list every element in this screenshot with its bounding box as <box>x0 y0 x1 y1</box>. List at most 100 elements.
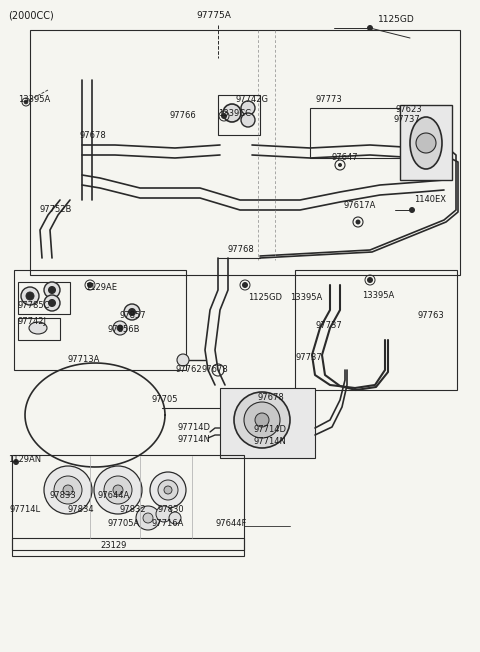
Circle shape <box>158 480 178 500</box>
Text: (2000CC): (2000CC) <box>8 10 54 20</box>
Circle shape <box>234 392 290 448</box>
Text: 97742G: 97742G <box>236 95 269 104</box>
Text: 1140EX: 1140EX <box>414 196 446 205</box>
Circle shape <box>255 413 269 427</box>
Text: 97647: 97647 <box>332 153 359 162</box>
Text: 97644A: 97644A <box>98 490 130 499</box>
Text: 97714N: 97714N <box>254 437 287 447</box>
Circle shape <box>409 207 415 213</box>
Text: 97705: 97705 <box>152 396 179 404</box>
Bar <box>220 388 315 458</box>
Circle shape <box>356 220 360 224</box>
Text: 97617A: 97617A <box>343 201 375 209</box>
Text: 97714N: 97714N <box>178 436 211 445</box>
Circle shape <box>177 354 189 366</box>
Text: 97714D: 97714D <box>178 424 211 432</box>
Circle shape <box>13 459 19 465</box>
Text: 97623: 97623 <box>396 106 422 115</box>
Text: 97705A: 97705A <box>108 520 140 529</box>
Bar <box>12 538 244 556</box>
Text: 97762: 97762 <box>175 366 202 374</box>
Circle shape <box>416 133 436 153</box>
Bar <box>12 455 244 550</box>
Circle shape <box>156 506 172 522</box>
Circle shape <box>150 472 186 508</box>
Text: 97773: 97773 <box>316 95 343 104</box>
Circle shape <box>22 98 30 106</box>
Circle shape <box>223 104 241 122</box>
Text: 97856B: 97856B <box>108 325 141 334</box>
Bar <box>400 105 452 180</box>
Text: 97763: 97763 <box>418 310 445 319</box>
Circle shape <box>136 506 160 530</box>
Text: 97785C: 97785C <box>18 301 50 310</box>
Circle shape <box>367 25 373 31</box>
Circle shape <box>87 282 93 288</box>
Text: 97768: 97768 <box>228 246 255 254</box>
Circle shape <box>24 100 28 104</box>
Text: 1125GD: 1125GD <box>378 16 415 25</box>
Text: 1129AN: 1129AN <box>8 456 41 464</box>
Circle shape <box>221 113 227 119</box>
Circle shape <box>338 163 342 167</box>
Text: 97833: 97833 <box>50 490 77 499</box>
Bar <box>18 282 70 314</box>
Text: 13395A: 13395A <box>362 291 394 299</box>
Text: 97832: 97832 <box>120 505 146 514</box>
Circle shape <box>143 513 153 523</box>
Text: 97713A: 97713A <box>68 355 100 364</box>
Text: 97714D: 97714D <box>254 426 287 434</box>
Circle shape <box>169 512 181 524</box>
Text: 97737: 97737 <box>316 321 343 329</box>
Bar <box>30 30 460 275</box>
Bar <box>18 318 60 340</box>
Text: 97737: 97737 <box>394 115 421 125</box>
Bar <box>14 270 186 370</box>
Ellipse shape <box>410 117 442 169</box>
Text: 97644F: 97644F <box>215 520 246 529</box>
Text: 97834: 97834 <box>68 505 95 514</box>
Text: 97678: 97678 <box>202 366 229 374</box>
Text: 97678: 97678 <box>258 394 285 402</box>
Text: 97678: 97678 <box>80 130 107 140</box>
Circle shape <box>54 476 82 504</box>
Circle shape <box>367 277 373 283</box>
Text: 97742J: 97742J <box>18 318 47 327</box>
Text: 97830: 97830 <box>158 505 185 514</box>
Circle shape <box>104 476 132 504</box>
Text: 97766: 97766 <box>170 110 197 119</box>
Circle shape <box>21 287 39 305</box>
Circle shape <box>241 113 255 127</box>
Text: 23129: 23129 <box>100 541 126 550</box>
Circle shape <box>113 321 127 335</box>
Circle shape <box>124 304 140 320</box>
Circle shape <box>48 286 56 293</box>
Circle shape <box>242 282 248 288</box>
Text: 97716A: 97716A <box>152 520 184 529</box>
Text: 97857: 97857 <box>120 310 146 319</box>
Text: 1339CC: 1339CC <box>218 108 251 117</box>
Bar <box>295 270 457 390</box>
Text: 1129AE: 1129AE <box>85 284 117 293</box>
Circle shape <box>129 308 135 316</box>
Bar <box>310 108 400 158</box>
Circle shape <box>44 282 60 298</box>
Circle shape <box>164 486 172 494</box>
Text: 97737: 97737 <box>295 353 322 363</box>
Text: 13395A: 13395A <box>290 293 322 303</box>
Text: 97714L: 97714L <box>10 505 41 514</box>
Ellipse shape <box>29 322 47 334</box>
Circle shape <box>244 402 280 438</box>
Circle shape <box>26 292 34 300</box>
Text: 97752B: 97752B <box>40 205 72 215</box>
Text: 13395A: 13395A <box>18 95 50 104</box>
Circle shape <box>44 295 60 311</box>
Circle shape <box>117 325 123 331</box>
Text: 1125GD: 1125GD <box>248 293 282 303</box>
Circle shape <box>241 101 255 115</box>
Bar <box>218 95 260 135</box>
Circle shape <box>63 485 73 495</box>
Circle shape <box>48 299 56 306</box>
Circle shape <box>94 466 142 514</box>
Circle shape <box>44 466 92 514</box>
